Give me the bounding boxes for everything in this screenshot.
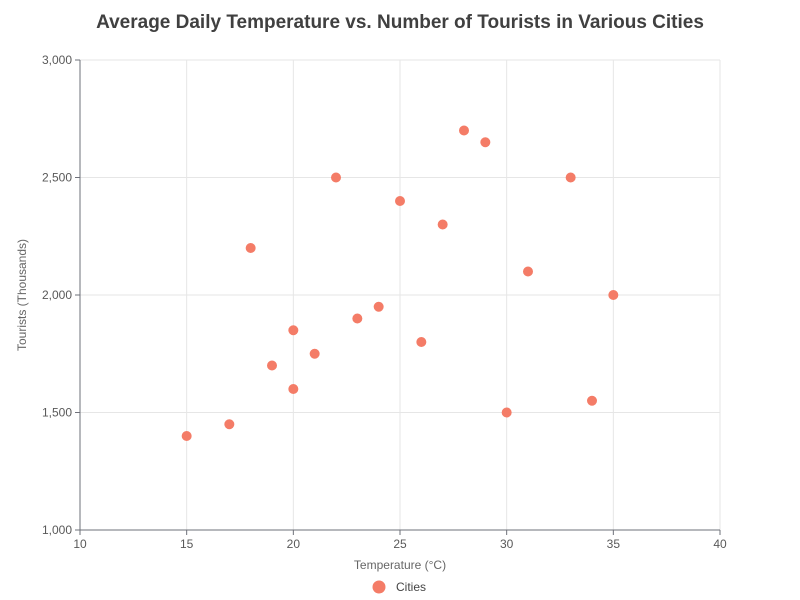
data-point[interactable] [288, 384, 299, 394]
data-points [181, 125, 619, 441]
data-point[interactable] [608, 290, 619, 300]
data-point[interactable] [288, 325, 299, 336]
data-point[interactable] [416, 337, 427, 347]
y-tick-label: 3,000 [42, 53, 72, 67]
data-point[interactable] [352, 313, 363, 324]
data-point[interactable] [245, 243, 256, 253]
chart-title: Average Daily Temperature vs. Number of … [96, 12, 704, 33]
data-point[interactable] [331, 172, 341, 183]
x-tick-label: 35 [607, 537, 621, 551]
data-point[interactable] [587, 395, 597, 406]
data-point[interactable] [459, 125, 469, 136]
x-tick-label: 40 [713, 537, 727, 551]
data-point[interactable] [395, 196, 405, 206]
y-axis-title: Tourists (Thousands) [15, 239, 29, 351]
data-point[interactable] [437, 219, 448, 230]
data-point[interactable] [267, 360, 277, 371]
data-point[interactable] [501, 407, 512, 418]
x-tick-label: 25 [393, 537, 407, 551]
axes [75, 59, 721, 535]
data-point[interactable] [224, 419, 235, 430]
x-tick-label: 20 [287, 537, 301, 551]
x-tick-label: 30 [500, 537, 514, 551]
y-tick-label: 1,500 [42, 406, 72, 420]
data-point[interactable] [523, 266, 533, 277]
y-tick-label: 2,000 [42, 288, 72, 302]
y-tick-label: 1,000 [42, 523, 72, 537]
legend[interactable]: Cities [372, 580, 427, 594]
data-point[interactable] [373, 301, 384, 312]
x-tick-label: 15 [180, 537, 194, 551]
data-point[interactable] [565, 172, 576, 183]
x-axis-title: Temperature (°C) [354, 558, 446, 572]
legend-label-cities: Cities [396, 580, 426, 594]
gridlines [80, 59, 721, 530]
data-point[interactable] [480, 137, 491, 148]
tick-labels: 10 15 20 25 30 35 40 1,000 1,500 2,000 2,500 3,000 [42, 53, 727, 551]
data-point[interactable] [181, 431, 192, 441]
data-point[interactable] [309, 348, 320, 359]
y-tick-label: 2,500 [42, 171, 72, 185]
x-tick-label: 10 [73, 537, 87, 551]
legend-marker [372, 580, 386, 594]
